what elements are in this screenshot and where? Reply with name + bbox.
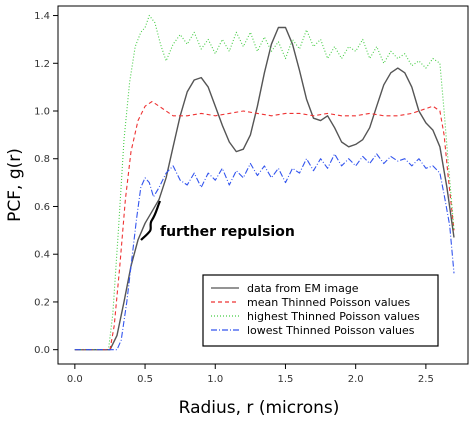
x-axis-title: Radius, r (microns) [179,398,340,418]
y-tick-label: 0.4 [34,250,50,261]
series-layer [74,14,455,351]
annotation-brace [140,200,162,241]
legend: data from EM image mean Thinned Poisson … [202,274,439,347]
plot-frame [57,5,469,365]
y-tick-label: 0.2 [34,297,50,308]
y-tick-label: 1.2 [34,59,50,70]
x-tick-label: 1.5 [278,374,294,385]
legend-label-3: lowest Thinned Poisson values [247,324,415,337]
series-line-1 [74,100,455,351]
legend-label-2: highest Thinned Poisson values [247,310,420,323]
x-tick-label: 2.5 [418,374,434,385]
x-axis-ticks: 0.0 0.5 1.0 1.5 2.0 2.5 [67,364,434,385]
y-axis-title: PCF, g(r) [5,148,25,222]
y-tick-label: 1.4 [34,11,50,22]
y-tick-label: 0.8 [34,154,50,165]
x-tick-label: 0.0 [67,374,83,385]
x-tick-label: 1.0 [207,374,223,385]
series-line-3 [74,153,455,351]
y-tick-label: 0.6 [34,202,50,213]
annotation-further-repulsion: further repulsion [160,224,295,240]
legend-box [202,274,439,347]
series-line-2 [74,14,455,351]
legend-label-0: data from EM image [247,282,359,295]
x-tick-label: 2.0 [348,374,364,385]
y-tick-label: 1.0 [34,107,50,118]
x-tick-label: 0.5 [137,374,153,385]
series-line-0 [74,26,455,351]
y-tick-label: 0.0 [34,345,50,356]
y-axis-ticks: 0.0 0.2 0.4 0.6 0.8 1.0 1.2 1.4 [34,11,58,356]
legend-label-1: mean Thinned Poisson values [247,296,410,309]
